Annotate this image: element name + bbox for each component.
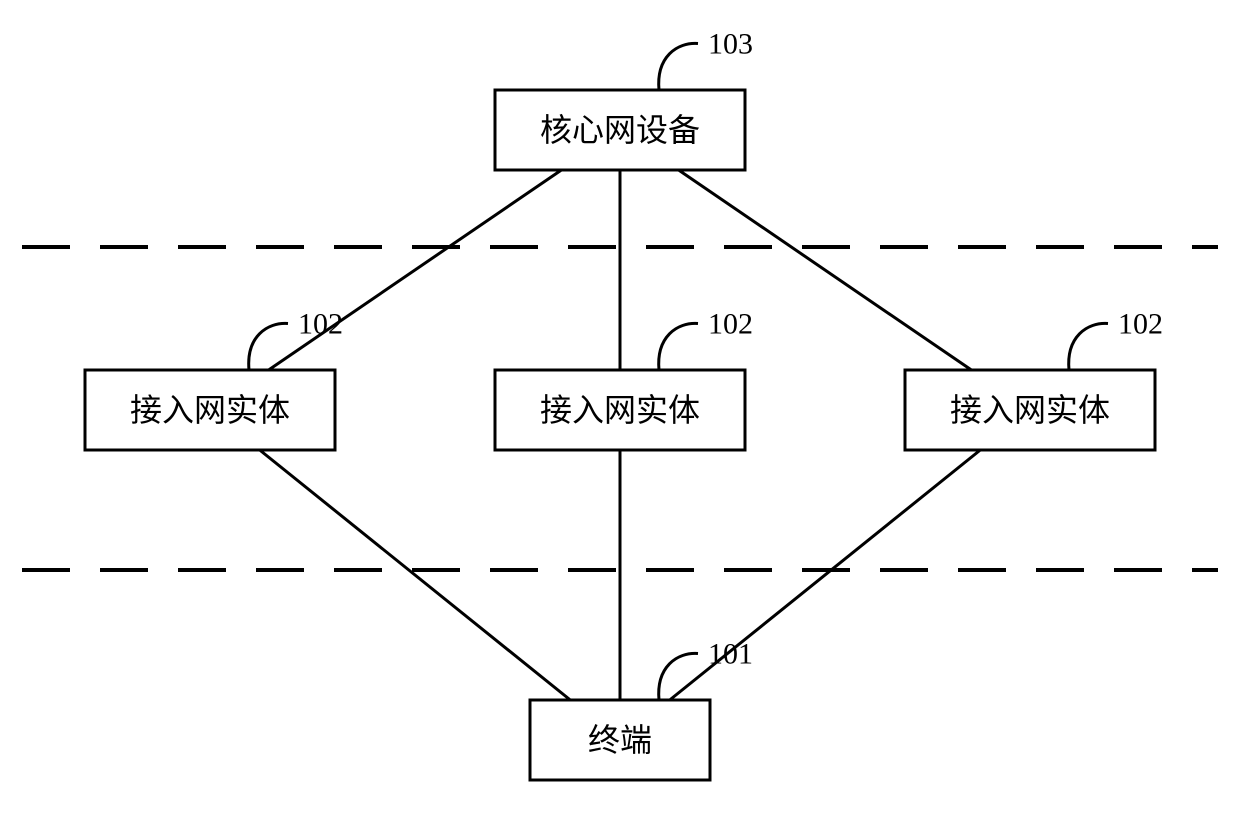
access-node-3-ref: 102	[1118, 308, 1163, 341]
access-node-3: 接入网实体	[905, 370, 1155, 450]
edge-acc1-term	[260, 450, 571, 700]
core-node-leader	[659, 43, 698, 90]
access-node-1: 接入网实体	[85, 370, 335, 450]
terminal-node-label: 终端	[588, 722, 652, 758]
access-node-1-label: 接入网实体	[130, 392, 290, 428]
core-node: 核心网设备	[495, 90, 745, 170]
terminal-node-ref: 101	[708, 638, 753, 671]
access-node-1-ref: 102	[298, 308, 343, 341]
access-node-2-label: 接入网实体	[540, 392, 700, 428]
access-node-3-leader	[1069, 323, 1108, 370]
terminal-node: 终端	[530, 700, 710, 780]
access-node-1-leader	[249, 323, 288, 370]
network-diagram: 核心网设备接入网实体 接入网实体 接入网实体终端 103 102 102 102 101	[0, 0, 1240, 836]
core-node-ref: 103	[708, 28, 753, 61]
core-node-label: 核心网设备	[540, 112, 700, 148]
access-node-2-leader	[659, 323, 698, 370]
access-node-3-label: 接入网实体	[950, 392, 1110, 428]
access-node-2: 接入网实体	[495, 370, 745, 450]
access-node-2-ref: 102	[708, 308, 753, 341]
